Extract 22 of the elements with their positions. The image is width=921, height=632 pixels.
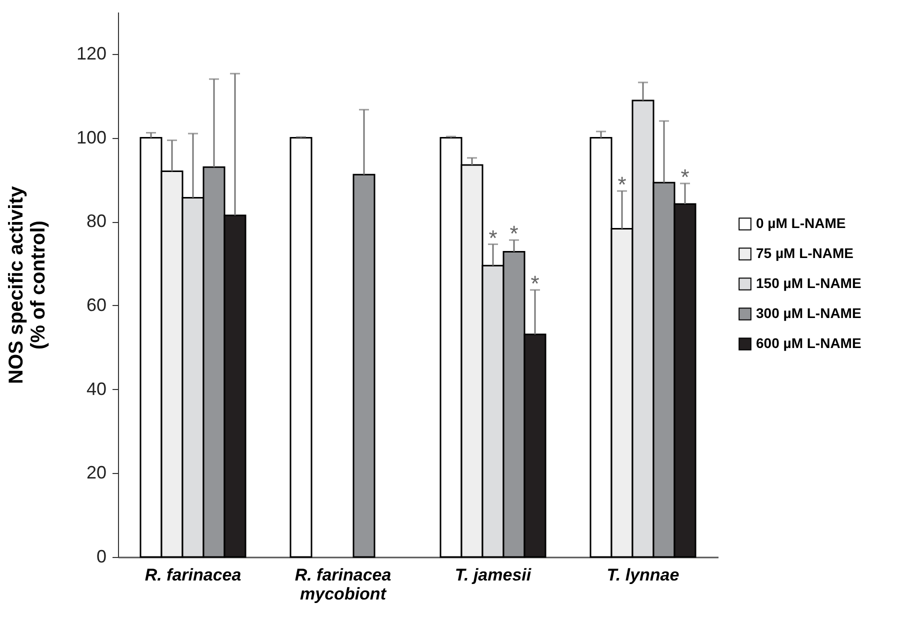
legend-label: 150 µM L-NAME <box>756 275 862 291</box>
legend-label: 75 µM L-NAME <box>756 245 854 261</box>
legend-label: 300 µM L-NAME <box>756 305 862 321</box>
y-tick-label: 60 <box>86 294 106 315</box>
x-tick-label: R. farinacea <box>144 566 242 584</box>
y-tick-label: 120 <box>76 43 106 64</box>
y-tick-label: 100 <box>76 127 106 148</box>
y-tick-label: 0 <box>96 546 106 566</box>
y-tick-label: 40 <box>86 378 106 399</box>
x-tick-label: T. jamesii <box>454 566 532 584</box>
x-tick-label: T. lynnae <box>606 566 680 584</box>
y-axis-title: NOS specific activity (% of control) <box>5 185 50 384</box>
data-label: * <box>488 225 498 250</box>
data-label: * <box>618 172 627 198</box>
y-tick-label: 80 <box>86 211 106 232</box>
legend-label: 0 µM L-NAME <box>756 215 846 231</box>
data-label: * <box>510 221 519 246</box>
y-tick-label: 20 <box>86 462 106 483</box>
data-label: * <box>680 164 690 190</box>
data-label: * <box>530 270 540 296</box>
x-tick-label: R. farinacea mycobiont <box>294 566 392 604</box>
legend-label: 600 µM L-NAME <box>756 335 862 351</box>
